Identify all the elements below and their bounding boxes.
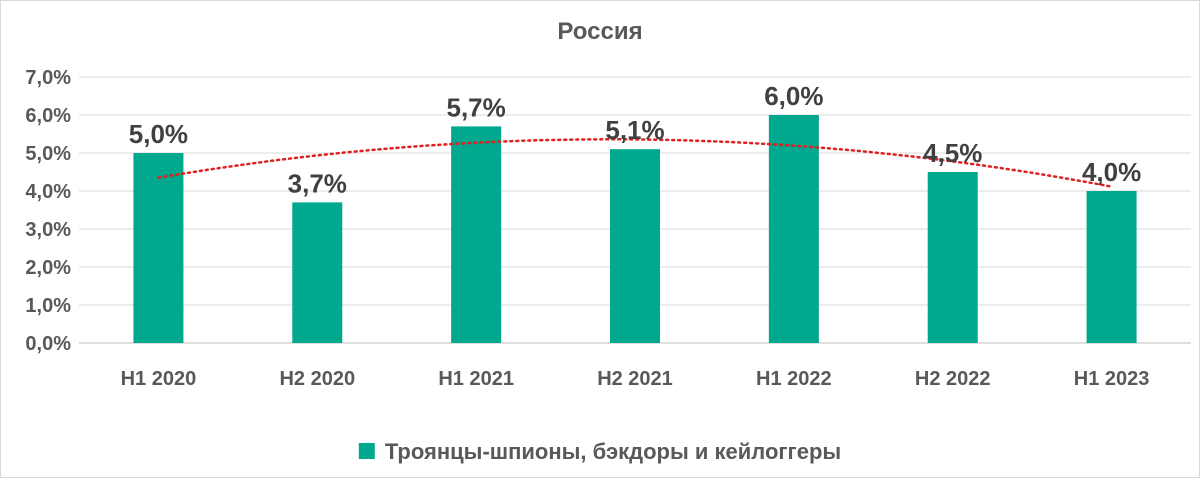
x-tick-label: H1 2020: [121, 368, 197, 390]
data-label: 6,0%: [764, 81, 823, 111]
y-tick-label: 1,0%: [25, 295, 71, 317]
y-tick-label: 3,0%: [25, 219, 71, 241]
legend-swatch: [358, 443, 375, 459]
data-label: 5,0%: [129, 119, 188, 149]
x-tick-label: H1 2021: [438, 368, 514, 390]
x-tick-label: H1 2023: [1074, 368, 1150, 390]
bar: [133, 153, 184, 343]
legend: Троянцы-шпионы, бэкдоры и кейлоггеры: [358, 439, 841, 464]
x-tick-label: H2 2022: [915, 368, 991, 390]
data-label: 3,7%: [288, 168, 347, 198]
bar: [768, 115, 819, 343]
y-tick-label: 2,0%: [25, 257, 71, 279]
data-label: 4,5%: [923, 138, 982, 168]
y-tick-label: 7,0%: [25, 67, 71, 89]
data-labels: 5,0% 3,7% 5,7% 5,1% 6,0% 4,5% 4,0%: [129, 81, 1141, 198]
bars: [133, 115, 1137, 344]
x-tick-label: H2 2021: [597, 368, 673, 390]
y-tick-label: 5,0%: [25, 143, 71, 165]
bar: [610, 149, 660, 343]
x-axis-ticks: H1 2020 H2 2020 H1 2021 H2 2021 H1 2022 H2 20…: [121, 368, 1150, 390]
bar: [1086, 191, 1137, 343]
y-axis-ticks: 0,0% 1,0% 2,0% 3,0% 4,0% 5,0% 6,0% 7,0%: [25, 67, 71, 355]
y-tick-label: 0,0%: [25, 333, 71, 355]
y-tick-label: 6,0%: [25, 105, 71, 127]
bar: [927, 172, 978, 343]
chart-title: Россия: [557, 18, 642, 45]
bar: [292, 202, 343, 343]
trendline-path: [157, 138, 1113, 188]
y-tick-label: 4,0%: [25, 181, 71, 203]
data-label: 4,0%: [1082, 157, 1141, 187]
data-label: 5,7%: [447, 92, 506, 122]
data-label: 5,1%: [605, 115, 664, 145]
x-tick-label: H1 2022: [756, 368, 832, 390]
trendline: [157, 138, 1113, 188]
legend-label: Троянцы-шпионы, бэкдоры и кейлоггеры: [385, 439, 841, 464]
bar: [451, 126, 502, 344]
x-tick-label: H2 2020: [279, 368, 355, 390]
